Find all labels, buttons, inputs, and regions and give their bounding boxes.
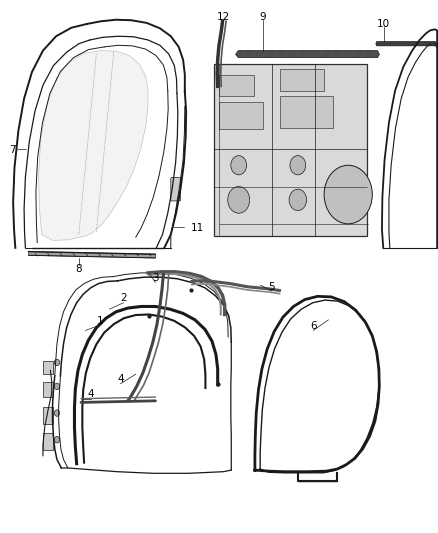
Text: 2: 2 xyxy=(120,294,127,303)
Text: 12: 12 xyxy=(217,12,230,22)
Bar xyxy=(280,69,324,91)
Circle shape xyxy=(231,156,247,175)
Bar xyxy=(280,96,333,128)
Bar xyxy=(219,102,263,129)
FancyBboxPatch shape xyxy=(171,177,180,201)
Circle shape xyxy=(290,156,306,175)
Bar xyxy=(214,64,367,236)
Circle shape xyxy=(54,437,60,443)
Text: 1: 1 xyxy=(96,316,103,326)
Circle shape xyxy=(54,383,60,390)
Text: 11: 11 xyxy=(191,223,204,232)
Polygon shape xyxy=(39,51,148,240)
Circle shape xyxy=(54,359,60,366)
Circle shape xyxy=(324,165,372,224)
Text: 8: 8 xyxy=(75,264,82,274)
Bar xyxy=(219,75,254,96)
Circle shape xyxy=(289,189,307,211)
Polygon shape xyxy=(28,252,155,258)
Text: 4: 4 xyxy=(88,390,95,399)
Circle shape xyxy=(54,410,60,416)
Text: 3: 3 xyxy=(152,273,159,283)
Text: 5: 5 xyxy=(268,282,275,292)
Circle shape xyxy=(228,187,250,213)
Text: 9: 9 xyxy=(259,12,266,22)
Text: 4: 4 xyxy=(117,375,124,384)
Text: 7: 7 xyxy=(9,146,16,155)
Polygon shape xyxy=(236,51,379,58)
Bar xyxy=(43,361,53,374)
Bar xyxy=(43,433,53,450)
Polygon shape xyxy=(376,42,437,46)
Text: 6: 6 xyxy=(310,321,317,331)
Bar xyxy=(43,382,53,397)
Bar xyxy=(43,407,53,424)
Text: 10: 10 xyxy=(377,19,390,29)
